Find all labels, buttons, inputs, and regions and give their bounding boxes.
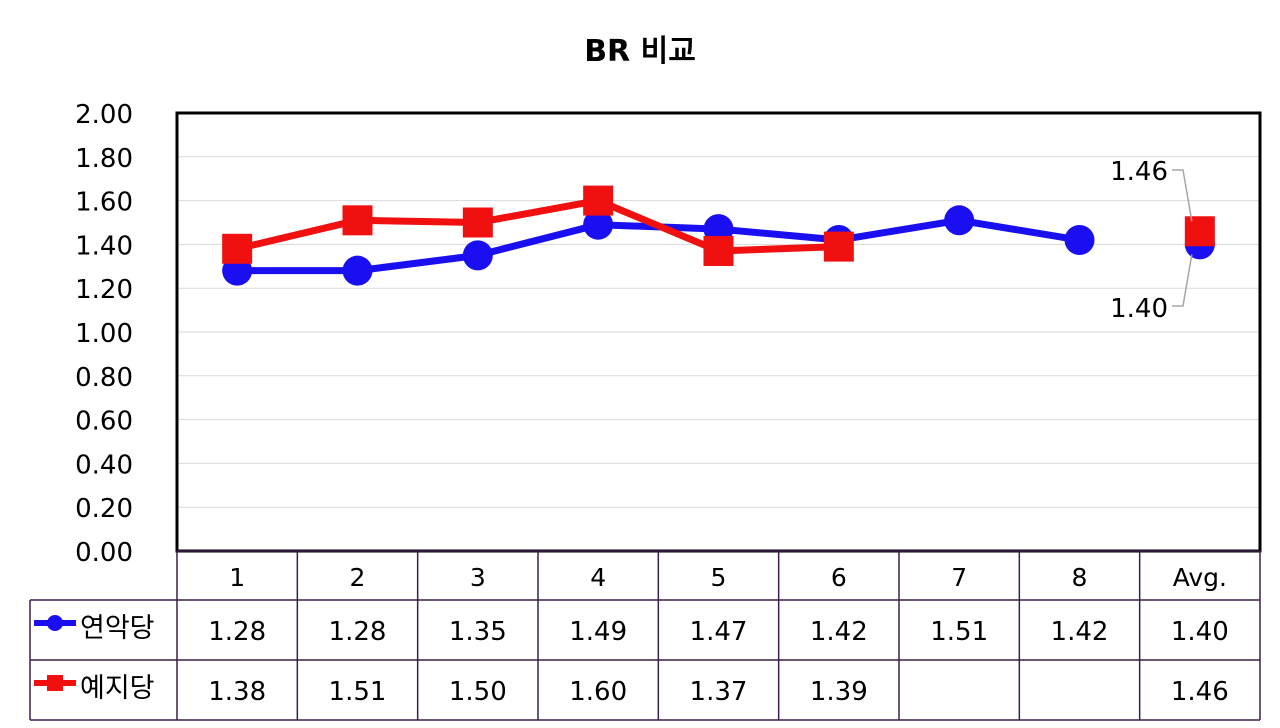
- x-category-label: 6: [831, 563, 847, 592]
- table-cell-value: 1.38: [208, 677, 266, 707]
- y-tick-label: 2.00: [75, 100, 133, 130]
- table-cell-value: 1.37: [690, 677, 748, 707]
- table-cell-value: 1.49: [569, 617, 627, 647]
- legend-series-name: 연악당: [80, 613, 155, 644]
- data-point-marker: [1064, 225, 1095, 256]
- x-category-label: 7: [951, 563, 967, 592]
- table-cell-value: 1.35: [449, 617, 507, 647]
- avg-data-label: 1.40: [1110, 294, 1168, 324]
- avg-data-label: 1.46: [1110, 157, 1168, 187]
- x-category-label: 5: [711, 563, 727, 592]
- y-tick-label: 1.60: [75, 188, 133, 218]
- data-point-marker: [462, 240, 493, 271]
- table-cell-value: 1.39: [810, 677, 868, 707]
- data-point-marker: [583, 209, 614, 240]
- data-point-marker: [823, 231, 854, 262]
- data-point-marker: [462, 207, 493, 238]
- y-tick-label: 0.60: [75, 407, 133, 437]
- y-tick-label: 1.00: [75, 319, 133, 349]
- table-cell-value: 1.47: [690, 617, 748, 647]
- table-cell-value: 1.60: [569, 677, 627, 707]
- legend-series-name: 예지당: [80, 673, 155, 704]
- y-tick-label: 1.20: [75, 275, 133, 305]
- legend-key-marker: [47, 615, 63, 631]
- y-tick-label: 1.40: [75, 231, 133, 261]
- table-cell-value: 1.50: [449, 677, 507, 707]
- legend-key-marker: [47, 675, 63, 691]
- data-point-marker: [342, 255, 373, 286]
- series-line: [236, 197, 839, 255]
- y-tick-label: 0.20: [75, 494, 133, 524]
- table-cell-value: 1.42: [1051, 617, 1109, 647]
- table-cell-value: 1.51: [329, 677, 387, 707]
- x-category-label: Avg.: [1173, 563, 1227, 592]
- table-cell-value: 1.40: [1171, 617, 1229, 647]
- x-category-label: 3: [470, 563, 486, 592]
- data-point-marker: [1184, 216, 1215, 247]
- table-cell-value: 1.46: [1171, 677, 1229, 707]
- y-tick-label: 1.80: [75, 144, 133, 174]
- data-point-marker: [944, 205, 975, 236]
- data-point-marker: [583, 185, 614, 216]
- table-cell-value: 1.28: [208, 617, 266, 647]
- x-category-label: 1: [229, 563, 245, 592]
- table-cell-value: 1.51: [930, 617, 988, 647]
- chart-title: BR 비교: [584, 34, 696, 69]
- y-tick-label: 0.80: [75, 363, 133, 393]
- annotation-leader-line: [1172, 254, 1193, 307]
- table-cell-value: 1.42: [810, 617, 868, 647]
- data-point-marker: [222, 233, 253, 264]
- x-category-label: 4: [590, 563, 606, 592]
- data-point-marker: [342, 205, 373, 236]
- annotation-leader-line: [1172, 169, 1193, 222]
- x-category-label: 8: [1072, 563, 1088, 592]
- y-tick-label: 0.00: [75, 538, 133, 568]
- y-tick-label: 0.40: [75, 450, 133, 480]
- data-point-marker: [703, 235, 734, 266]
- x-category-label: 2: [350, 563, 366, 592]
- table-cell-value: 1.28: [329, 617, 387, 647]
